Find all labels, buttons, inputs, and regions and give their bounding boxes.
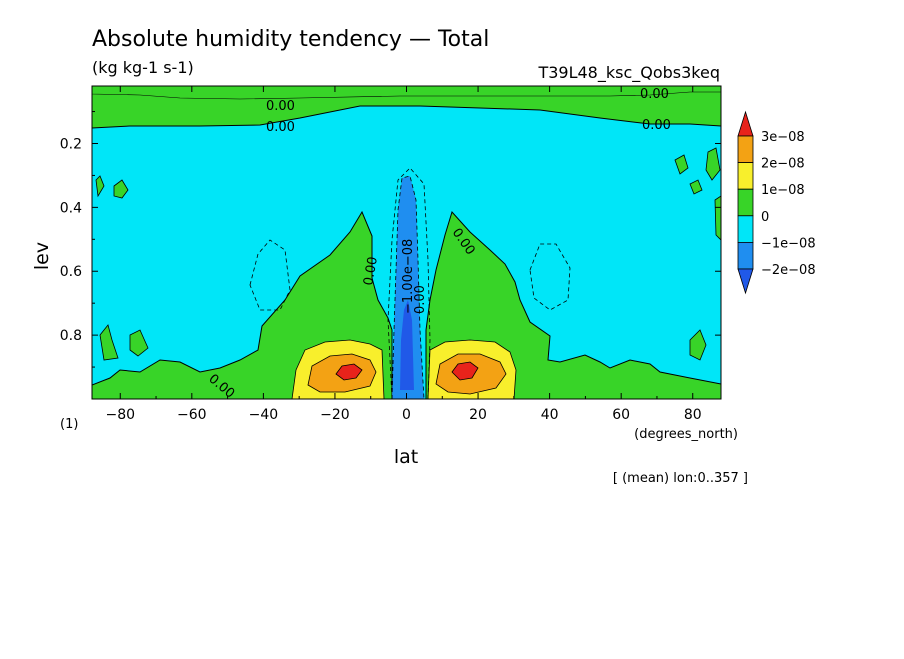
nh-polar-patch-1 [689,329,707,361]
contour-label: −1.00e−08 [401,239,416,314]
negative-contour-outer [387,167,431,399]
colorbar-swatch [737,215,754,243]
upper-band-top [92,86,721,100]
y-tick-label: 0.2 [60,136,82,152]
colorbar-label: 2e−08 [761,157,805,172]
north-red-core [451,361,479,381]
x-tick-label: 20 [469,407,487,423]
sh-polar-patch-3 [113,179,129,199]
x-axis-label: lat [394,446,418,468]
x-tick-label: 80 [684,407,702,423]
x-tick-label: −20 [320,407,350,423]
y-tick-label: 0.4 [60,200,82,216]
colorbar-swatch [737,188,754,217]
experiment-name: T39L48_ksc_Qobs3keq [537,63,720,83]
chart-units: (kg kg-1 s-1) [92,58,194,77]
x-tick-label: 60 [612,407,630,423]
contour-label: 0.00 [640,87,669,102]
contour-label: 0.00 [642,118,671,133]
colorbar: 3e−08 2e−08 1e−08 0 −1e−08 −2e−08 [737,110,816,295]
x-tick-label: −80 [105,407,135,423]
south-red-core [335,363,363,381]
contour-label: 0.00 [413,285,428,314]
colorbar-label: 3e−08 [761,130,805,145]
colorbar-swatch [737,162,754,190]
y-axis: 0.2 0.4 0.6 0.8 [60,111,721,368]
x-tick-label: −60 [177,407,207,423]
chart-title: Absolute humidity tendency — Total [92,27,489,52]
colorbar-label: 1e−08 [761,183,805,198]
x-axis-units: (degrees_north) [634,427,738,442]
contour-label: 0.00 [266,120,295,135]
colorbar-swatch [737,241,754,270]
sh-polar-patch-4 [95,175,105,198]
colorbar-swatch [737,135,754,164]
colorbar-label: −2e−08 [761,263,816,278]
sh-polar-patch-1 [99,324,119,361]
negative-contour-nh [529,243,571,311]
y-tick-label: 0.8 [60,328,82,344]
equatorial-drying-column [391,175,425,399]
nh-polar-patch-4 [689,179,703,195]
contour-label: 0.00 [361,256,381,287]
nh-polar-patch-5 [714,195,721,241]
y-axis-label: lev [31,242,53,270]
colorbar-top-arrow [737,110,754,137]
equatorial-drying-core [400,300,414,390]
contour-label: 0.00 [266,99,295,114]
nh-polar-patch-3 [705,147,721,181]
contour-field: 0.00 0.00 0.00 0.00 0.00 0.00 0.00 −1.00… [92,86,721,399]
y-axis-units: (1) [60,417,78,432]
x-tick-label: −40 [249,407,279,423]
footnote: [ (mean) lon:0..357 ] [613,471,748,486]
colorbar-label: −1e−08 [761,236,816,251]
nh-polar-patch-2 [674,154,689,175]
x-axis: −80 −60 −40 −20 0 20 40 60 80 [105,86,702,423]
x-tick-label: 40 [541,407,559,423]
x-tick-label: 0 [402,407,411,423]
negative-contour-sh [249,239,291,311]
colorbar-label: 0 [761,210,769,225]
sh-polar-patch-2 [129,329,149,357]
y-tick-label: 0.6 [60,264,82,280]
colorbar-bottom-arrow [737,268,754,295]
